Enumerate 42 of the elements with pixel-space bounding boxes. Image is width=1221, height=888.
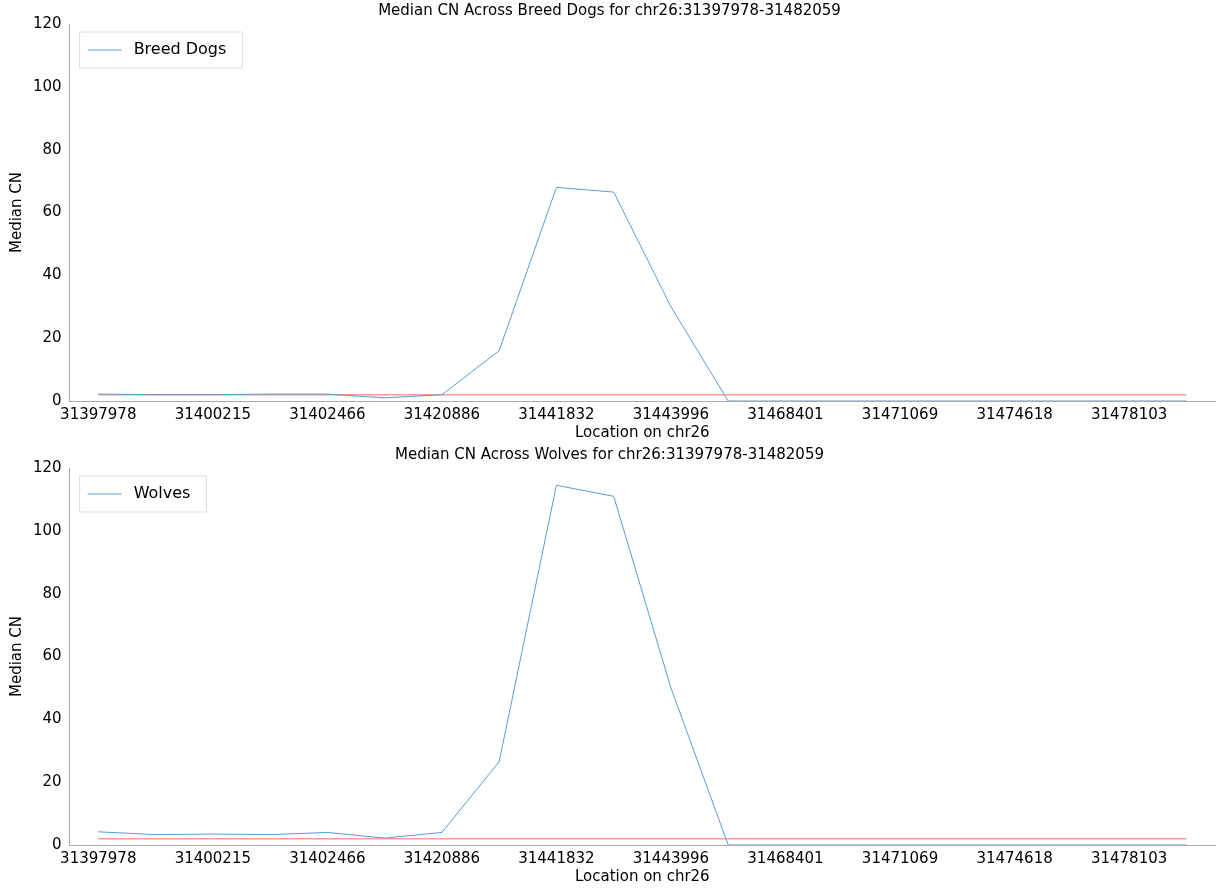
y-tick-label: 60 xyxy=(42,202,62,221)
x-tick-label: 31478103 xyxy=(1090,404,1168,423)
y-tick-label: 120 xyxy=(32,457,62,476)
x-tick-label: 31441832 xyxy=(518,404,595,423)
y-tick-label: 60 xyxy=(42,646,62,665)
legend-label: Breed Dogs xyxy=(133,39,227,59)
x-tick-label: 31400215 xyxy=(174,404,251,423)
y-tick-label: 40 xyxy=(42,709,62,728)
y-tick-label: 120 xyxy=(32,13,62,32)
y-tick-label: 100 xyxy=(32,520,62,539)
x-tick-label: 31468401 xyxy=(747,404,824,423)
chart-title: Median CN Across Wolves for chr26:31397978-31482059 xyxy=(395,444,824,463)
x-tick-label: 31443996 xyxy=(632,404,710,423)
x-tick-label: 31420886 xyxy=(403,848,481,867)
y-tick-label: 40 xyxy=(42,265,62,284)
x-tick-label: 31474618 xyxy=(976,404,1053,423)
y-tick-label: 80 xyxy=(42,583,62,602)
x-tick-label: 31474618 xyxy=(976,848,1053,867)
y-tick-label: 100 xyxy=(32,76,62,95)
x-tick-label: 31441832 xyxy=(518,848,595,867)
x-tick-label: 31400215 xyxy=(174,848,251,867)
y-tick-label: 0 xyxy=(52,390,62,409)
x-tick-label: 31397978 xyxy=(60,848,137,867)
y-tick-label: 80 xyxy=(42,139,62,158)
y-tick-label: 20 xyxy=(42,328,62,347)
x-tick-label: 31478103 xyxy=(1090,848,1168,867)
x-tick-label: 31443996 xyxy=(632,848,710,867)
x-tick-label: 31420886 xyxy=(403,404,481,423)
y-tick-label: 0 xyxy=(52,834,62,853)
x-tick-label: 31471069 xyxy=(861,848,939,867)
x-tick-label: 31402466 xyxy=(289,848,366,867)
legend-label: Wolves xyxy=(133,483,191,503)
chart-title: Median CN Across Breed Dogs for chr26:31397978-31482059 xyxy=(378,0,841,19)
y-tick-label: 20 xyxy=(42,772,62,791)
x-axis-title: Location on chr26 xyxy=(574,422,710,441)
x-tick-label: 31468401 xyxy=(747,848,824,867)
x-tick-label: 31471069 xyxy=(861,404,939,423)
x-axis-title: Location on chr26 xyxy=(574,866,710,885)
y-axis-title: Median CN xyxy=(6,615,25,698)
x-tick-label: 31402466 xyxy=(289,404,366,423)
y-axis-title: Median CN xyxy=(6,171,25,254)
x-tick-label: 31397978 xyxy=(60,404,137,423)
